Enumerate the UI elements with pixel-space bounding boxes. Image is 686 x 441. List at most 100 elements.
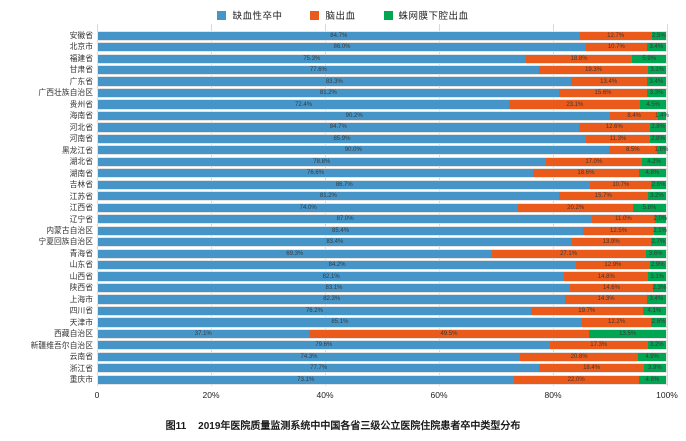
segment-value-label: 13.9%	[602, 239, 620, 246]
segment-ischemic-stroke: 82.3%	[98, 295, 566, 304]
x-axis: 0 20% 40% 60% 80% 100%	[95, 390, 678, 402]
figure-title: 2019年医院质量监测系统中中国各省三级公立医院住院患者卒中类型分布	[198, 421, 521, 432]
segment-value-label: 3.4%	[649, 296, 664, 303]
province-label: 西藏自治区	[54, 329, 93, 339]
segment-cerebral-hemorrhage: 13.9%	[571, 238, 651, 247]
segment-cerebral-hemorrhage: 14.6%	[570, 283, 653, 293]
segment-value-label: 83.4%	[326, 239, 344, 246]
legend-item-ischemic-stroke: 缺血性卒中	[217, 8, 282, 22]
segment-subarachnoid-hemorrhage: 3.4%	[646, 295, 666, 304]
segment-value-label: 12.7%	[607, 32, 625, 39]
segment-ischemic-stroke: 76.2%	[98, 306, 531, 316]
bar-row: 青海省 69.3% 27.1% 3.6%	[70, 248, 667, 259]
segment-value-label: 27.1%	[560, 250, 578, 257]
province-label: 江西省	[69, 203, 93, 213]
segment-cerebral-hemorrhage: 8.5%	[608, 146, 657, 155]
segment-value-label: 17.3%	[590, 342, 608, 349]
segment-cerebral-hemorrhage: 19.3%	[538, 66, 649, 75]
segment-ischemic-stroke: 85.9%	[98, 134, 586, 143]
stacked-bar: 78.8% 17.0% 4.2%	[97, 156, 667, 167]
segment-value-label: 2.5%	[652, 32, 666, 39]
segment-value-label: 2.8%	[651, 135, 665, 142]
province-label: 宁夏回族自治区	[38, 237, 93, 247]
segment-value-label: 3.6%	[648, 250, 663, 257]
segment-value-label: 12.9%	[604, 262, 622, 269]
province-label: 陕西省	[69, 283, 93, 293]
segment-value-label: 76.2%	[305, 307, 323, 314]
segment-subarachnoid-hemorrhage: 3.9%	[643, 364, 666, 373]
stacked-bar: 79.6% 17.3% 3.2%	[97, 340, 667, 351]
bar-row: 重庆市 73.1% 22.0% 4.8%	[70, 374, 667, 385]
segment-value-label: 2.8%	[651, 124, 665, 131]
segment-value-label: 12.6%	[605, 124, 623, 131]
plot-area: 安徽省 84.7% 12.7% 2.5% 北京市 86.0% 10.7% 3.4% 福建省 75.…	[31, 24, 669, 386]
segment-cerebral-hemorrhage: 10.7%	[590, 180, 652, 189]
segment-value-label: 3.3%	[649, 90, 664, 97]
segment-ischemic-stroke: 84.7%	[98, 123, 579, 132]
province-label: 广东省	[69, 76, 93, 86]
segment-value-label: 3.2%	[650, 193, 664, 200]
province-label: 甘肃省	[69, 65, 93, 75]
segment-cerebral-hemorrhage: 17.0%	[545, 157, 643, 166]
segment-ischemic-stroke: 74.0%	[98, 203, 519, 212]
segment-value-label: 10.7%	[612, 181, 630, 188]
segment-value-label: 11.0%	[615, 216, 632, 223]
bar-row: 上海市 82.3% 14.3% 3.4%	[70, 294, 667, 305]
legend-label: 蛛网膜下腔出血	[398, 11, 469, 22]
segment-value-label: 78.8%	[313, 158, 331, 165]
bar-row: 河北省 84.7% 12.6% 2.8%	[70, 122, 667, 133]
segment-value-label: 85.9%	[333, 135, 351, 142]
segment-value-label: 11.3%	[609, 135, 627, 142]
bar-row: 福建省 75.3% 18.8% 5.9%	[70, 53, 667, 64]
segment-value-label: 90.2%	[345, 112, 363, 119]
x-tick: 80%	[544, 390, 562, 400]
stacked-bar: 37.1% 49.5% 13.5%	[97, 328, 667, 339]
segment-value-label: 3.4%	[649, 44, 664, 51]
segment-value-label: 4.1%	[647, 307, 662, 314]
segment-value-label: 86.7%	[335, 181, 353, 188]
province-label: 河南省	[69, 134, 93, 144]
stacked-bar: 90.0% 8.5% 1.6%	[97, 145, 668, 156]
segment-subarachnoid-hemorrhage: 1.4%	[655, 111, 669, 121]
province-label: 新疆维吾尔自治区	[30, 340, 93, 350]
segment-subarachnoid-hemorrhage: 2.9%	[649, 260, 666, 270]
bar-row: 辽宁省 87.0% 11.0% 2.0%	[70, 214, 667, 225]
stacked-bar: 83.4% 13.9% 2.7%	[97, 237, 667, 248]
figure-number: 图11	[165, 421, 187, 432]
legend-label: 脑出血	[325, 11, 356, 22]
segment-ischemic-stroke: 83.4%	[98, 238, 572, 247]
segment-ischemic-stroke: 84.7%	[98, 31, 580, 40]
stacked-bar: 77.7% 18.4% 3.9%	[97, 363, 667, 374]
stacked-bar: 72.4% 23.1% 4.5%	[97, 99, 667, 110]
bar-row: 山西省 82.1% 14.8% 3.1%	[70, 271, 667, 282]
segment-ischemic-stroke: 84.2%	[98, 260, 577, 270]
segment-subarachnoid-hemorrhage: 3.4%	[646, 77, 666, 86]
segment-value-label: 5.9%	[642, 55, 657, 62]
segment-value-label: 4.8%	[645, 170, 660, 177]
segment-subarachnoid-hemorrhage: 3.2%	[647, 192, 666, 201]
segment-ischemic-stroke: 82.1%	[98, 272, 565, 281]
bar-row: 广西壮族自治区 81.2% 15.6% 3.3%	[38, 87, 667, 99]
segment-ischemic-stroke: 78.8%	[98, 157, 546, 166]
segment-cerebral-hemorrhage: 12.2%	[581, 318, 652, 327]
stacked-bar: 85.4% 12.5% 2.1%	[97, 225, 667, 236]
province-label: 河北省	[69, 122, 93, 132]
legend-item-cerebral-hemorrhage: 脑出血	[310, 8, 355, 22]
stacked-bar: 81.2% 15.7% 3.2%	[97, 191, 667, 202]
segment-subarachnoid-hemorrhage: 3.6%	[645, 249, 666, 258]
segment-value-label: 4.9%	[645, 353, 659, 360]
bar-row: 海南省 90.2% 8.4% 1.4%	[70, 110, 669, 122]
bar-row: 天津市 85.1% 12.2% 2.6%	[70, 317, 667, 328]
province-label: 内蒙古自治区	[46, 225, 93, 235]
segment-value-label: 2.1%	[653, 227, 667, 234]
province-label: 湖北省	[69, 157, 93, 167]
bar-row: 河南省 85.9% 11.3% 2.8%	[70, 133, 667, 144]
figure-caption: 图11 2019年医院质量监测系统中中国各省三级公立医院住院患者卒中类型分布	[0, 417, 686, 432]
segment-ischemic-stroke: 83.1%	[98, 283, 570, 293]
segment-value-label: 3.4%	[649, 78, 664, 85]
bar-row: 湖北省 78.8% 17.0% 4.2%	[70, 156, 667, 167]
segment-value-label: 12.5%	[610, 227, 628, 234]
bar-row: 贵州省 72.4% 23.1% 4.5%	[70, 99, 667, 110]
gridline	[667, 24, 668, 386]
stacked-bar: 69.3% 27.1% 3.6%	[97, 248, 667, 259]
